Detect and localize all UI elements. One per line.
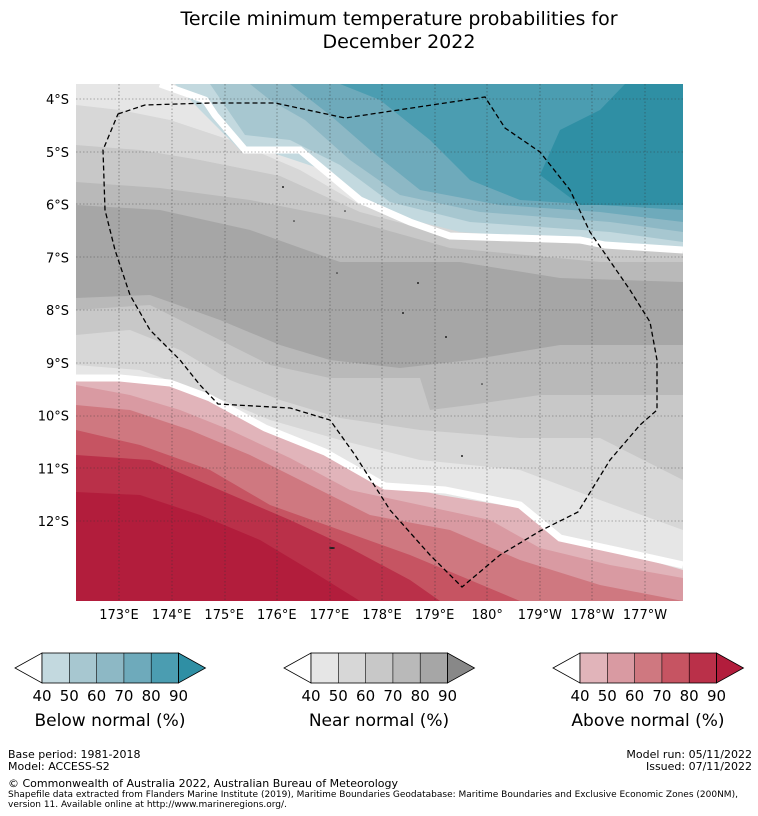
- colorbar-segment: [311, 653, 339, 683]
- lon-label: 180°: [472, 608, 503, 623]
- colorbar-tick-label: 80: [411, 687, 430, 705]
- colorbar-min-extension: [283, 652, 312, 684]
- bottom-boundary-line: [76, 374, 683, 569]
- below-normal-90-area: [540, 84, 683, 205]
- colorbar-segment: [689, 653, 717, 683]
- lon-label: 178°E: [362, 608, 402, 623]
- shapefile-note: Shapefile data extracted from Flanders M…: [8, 790, 738, 810]
- colorbar-segment: [123, 653, 152, 683]
- colorbar-tick-label: 60: [625, 687, 644, 705]
- colorbar-tick-label: 70: [652, 687, 671, 705]
- colorbar-min-extension: [14, 652, 43, 684]
- top-boundary-line: [158, 84, 683, 254]
- probability-map: [76, 84, 683, 601]
- colorbar-max-extension: [447, 652, 476, 684]
- legend-above-label: Above normal (%): [571, 711, 725, 731]
- copyright: © Commonwealth of Australia 2022, Austra…: [8, 777, 398, 790]
- colorbar-max-extension: [178, 652, 207, 684]
- colorbar-segment: [96, 653, 124, 683]
- colorbar-tick-label: 50: [598, 687, 617, 705]
- colorbar-segment: [580, 653, 608, 683]
- lat-label: 4°S: [46, 93, 69, 108]
- lat-label: 10°S: [38, 410, 69, 425]
- chart-title: Tercile minimum temperature probabilitie…: [0, 8, 758, 54]
- colorbar-tick-label: 80: [142, 687, 161, 705]
- lon-label: 179°W: [518, 608, 562, 623]
- colorbar-0: 40 50 60 70 80 90: [14, 652, 207, 705]
- colorbar-tick-label: 40: [32, 687, 51, 705]
- issued-date: Issued: 07/11/2022: [645, 760, 752, 773]
- gridlines: [76, 84, 683, 601]
- colorbar-tick-label: 50: [329, 687, 348, 705]
- lat-label: 6°S: [46, 199, 69, 214]
- eez-boundary: [102, 96, 658, 588]
- colorbar-segment: [151, 653, 179, 683]
- shapefile-line-1: Shapefile data extracted from Flanders M…: [8, 790, 738, 800]
- lat-label: 9°S: [46, 357, 69, 372]
- colorbar-segment: [69, 653, 97, 683]
- colorbar-tick-label: 50: [60, 687, 79, 705]
- latitude-labels: 4°S 5°S 6°S 7°S 8°S 9°S 10°S 11°S 12°S: [38, 93, 69, 530]
- colorbar-tick-label: 70: [383, 687, 402, 705]
- title-line-1: Tercile minimum temperature probabilitie…: [180, 8, 618, 30]
- title-line-2: December 2022: [322, 31, 476, 53]
- lon-label: 178°W: [570, 608, 614, 623]
- lon-label: 177°W: [623, 608, 667, 623]
- colorbar-segment: [661, 653, 690, 683]
- lon-label: 175°E: [204, 608, 244, 623]
- base-period: Base period: 1981-2018: [8, 748, 141, 761]
- islands: [282, 186, 483, 549]
- colorbar-tick-label: 40: [570, 687, 589, 705]
- colorbar-2: 40 50 60 70 80 90: [552, 652, 745, 705]
- lon-label: 177°E: [310, 608, 350, 623]
- lat-label: 5°S: [46, 146, 69, 161]
- legend-below-label: Below normal (%): [34, 711, 186, 731]
- colorbar-tick-label: 60: [356, 687, 375, 705]
- footer-right: Model run: 05/11/2022 Issued: 07/11/2022: [626, 749, 752, 773]
- footer-left: Base period: 1981-2018 Model: ACCESS-S2: [8, 749, 140, 773]
- longitude-labels: 173°E 174°E 175°E 176°E 177°E 178°E 179°E 180° 1…: [99, 608, 667, 623]
- lon-label: 176°E: [257, 608, 297, 623]
- colorbar-tick-label: 90: [438, 687, 457, 705]
- colorbar-segment: [392, 653, 421, 683]
- colorbar-tick-label: 90: [169, 687, 188, 705]
- colorbar-max-extension: [716, 652, 745, 684]
- colorbar-tick-label: 70: [114, 687, 133, 705]
- colorbar-min-extension: [552, 652, 581, 684]
- colorbar-tick-label: 90: [707, 687, 726, 705]
- colorbar-segment: [420, 653, 448, 683]
- lat-label: 11°S: [38, 462, 69, 477]
- lon-label: 179°E: [415, 608, 455, 623]
- lon-label: 173°E: [99, 608, 139, 623]
- colorbar-segment: [634, 653, 662, 683]
- colorbars: 40 50 60 70 80 90 40 50 60 70 80 90 40 50 60 70 80 90: [14, 652, 745, 705]
- colorbar-tick-label: 60: [87, 687, 106, 705]
- colorbar-segment: [42, 653, 70, 683]
- legend-near-label: Near normal (%): [308, 711, 450, 731]
- lat-label: 12°S: [38, 515, 69, 530]
- colorbar-1: 40 50 60 70 80 90: [283, 652, 476, 705]
- colorbar-segment: [607, 653, 635, 683]
- lat-label: 7°S: [46, 251, 69, 266]
- lon-label: 174°E: [152, 608, 192, 623]
- model-run: Model run: 05/11/2022: [626, 748, 752, 761]
- colorbar-tick-label: 40: [301, 687, 320, 705]
- shapefile-line-2: version 11. Available online at http://w…: [8, 800, 287, 810]
- colorbar-tick-label: 80: [680, 687, 699, 705]
- colorbar-segment: [338, 653, 366, 683]
- above-normal-90-area: [76, 492, 360, 601]
- model-name: Model: ACCESS-S2: [8, 760, 110, 773]
- lat-label: 8°S: [46, 304, 69, 319]
- colorbar-segment: [365, 653, 393, 683]
